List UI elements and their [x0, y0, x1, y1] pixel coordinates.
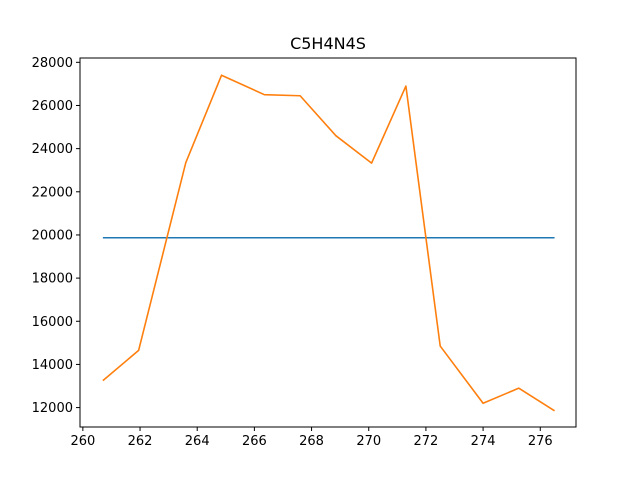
- y-tick-label: 26000: [32, 99, 73, 114]
- x-tick-label: 272: [413, 434, 438, 449]
- x-tick-label: 274: [471, 434, 496, 449]
- y-tick-label: 24000: [32, 142, 73, 157]
- y-tick-label: 16000: [32, 315, 73, 330]
- series-layer: [102, 74, 555, 412]
- y-tick-label: 20000: [32, 228, 73, 243]
- y-axis: 12000 14000 16000 18000 20000 22000 24000 26000…: [32, 56, 80, 416]
- y-tick-label: 22000: [32, 185, 73, 200]
- y-tick-label: 14000: [32, 358, 73, 373]
- y-tick-label: 18000: [32, 272, 73, 287]
- x-tick-label: 270: [356, 434, 381, 449]
- x-axis: 260 262 264 266 268 270 272 274 276: [70, 427, 553, 449]
- x-tick-label: 264: [185, 434, 210, 449]
- x-tick-label: 276: [528, 434, 553, 449]
- plot-frame: [79, 57, 577, 428]
- x-tick-label: 260: [70, 434, 95, 449]
- x-tick-label: 266: [242, 434, 267, 449]
- y-tick-label: 28000: [32, 56, 73, 71]
- x-tick-label: 262: [128, 434, 153, 449]
- x-tick-label: 268: [299, 434, 324, 449]
- chart-title: C5H4N4S: [290, 34, 366, 53]
- series-line-2: [102, 74, 555, 412]
- y-tick-label: 12000: [32, 401, 73, 416]
